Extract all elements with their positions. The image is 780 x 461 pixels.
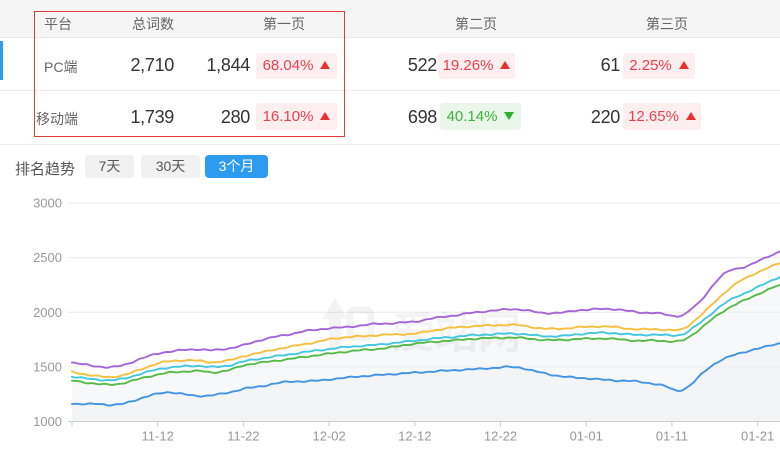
svg-text:12-12: 12-12	[398, 429, 431, 444]
svg-text:11-12: 11-12	[142, 429, 174, 444]
svg-text:2000: 2000	[33, 305, 62, 320]
svg-text:1500: 1500	[33, 359, 62, 374]
svg-text:01-21: 01-21	[741, 429, 774, 444]
svg-text:1000: 1000	[33, 414, 62, 429]
svg-text:3000: 3000	[33, 196, 62, 211]
svg-text:12-22: 12-22	[484, 429, 517, 444]
svg-text:11-22: 11-22	[227, 429, 259, 444]
svg-text:01-01: 01-01	[570, 429, 603, 444]
svg-text:2500: 2500	[33, 250, 62, 265]
svg-text:12-02: 12-02	[312, 429, 345, 444]
svg-text:01-11: 01-11	[656, 429, 688, 444]
